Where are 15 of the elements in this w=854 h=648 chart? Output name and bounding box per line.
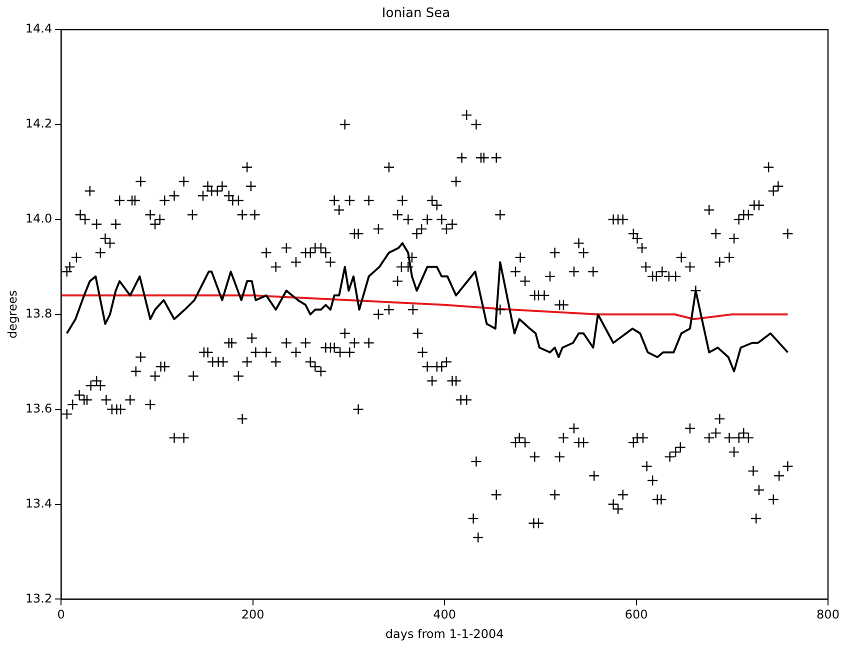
y-axis-title: degrees [5,290,20,339]
y-tick-label: 14.4 [25,22,52,36]
x-axis-title: days from 1-1-2004 [385,626,504,641]
chart-title: Ionian Sea [382,6,450,22]
x-tick-label: 400 [433,608,456,622]
y-tick-label: 14.0 [25,212,52,226]
x-tick-label: 600 [624,608,648,622]
y-tick-label: 13.8 [25,306,52,321]
x-tick-label: 0 [57,608,65,622]
y-tick-label: 13.4 [25,496,52,510]
y-tick-label: 13.2 [25,591,52,606]
x-tick-label: 800 [816,608,840,622]
y-tick-label: 13.6 [25,401,52,416]
x-tick-label: 200 [241,608,264,622]
y-tick-label: 14.2 [25,116,52,131]
